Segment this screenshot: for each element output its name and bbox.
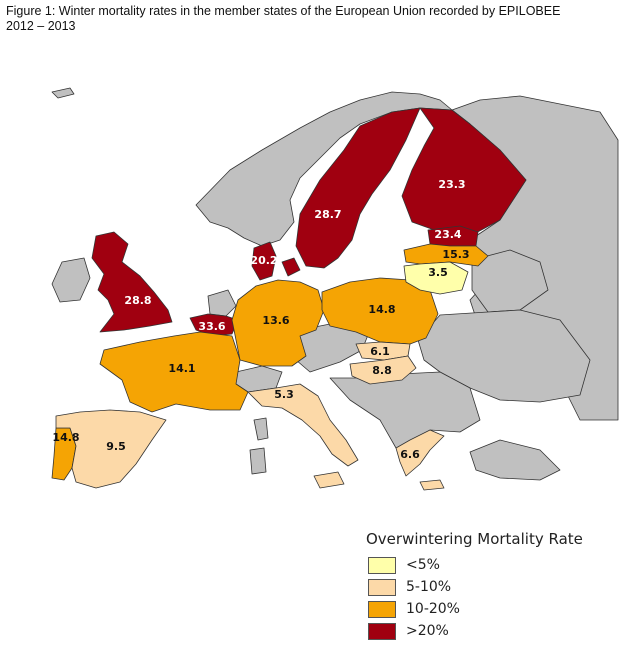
iceland-region [51, 87, 75, 99]
figure-caption: Figure 1: Winter mortality rates in the … [6, 4, 616, 34]
turkey-region [469, 439, 561, 481]
label-france: 14.1 [168, 362, 195, 375]
legend-label-gt20: >20% [406, 623, 449, 639]
label-belgium: 33.6 [198, 320, 225, 333]
legend-swatch-gt20 [368, 622, 396, 640]
legend-item-gt20: >20% [368, 620, 606, 642]
country-latvia [403, 243, 489, 267]
country-greece [395, 429, 445, 491]
legend-item-10-20: 10-20% [368, 598, 606, 620]
label-uk: 28.8 [124, 294, 151, 307]
legend-label-10-20: 10-20% [406, 601, 460, 617]
legend-swatch-lt5 [368, 556, 396, 574]
map-legend: Overwintering Mortality Rate <5% 5-10% 1… [366, 530, 606, 642]
label-slovakia: 6.1 [370, 345, 390, 358]
label-sweden: 28.7 [314, 208, 341, 221]
country-france [99, 331, 249, 413]
label-spain: 9.5 [106, 440, 126, 453]
label-italy: 5.3 [274, 388, 294, 401]
belarus-region [471, 249, 549, 313]
corsica-sardinia-region [249, 417, 269, 475]
label-portugal: 14.8 [52, 431, 79, 444]
country-uk [91, 231, 173, 333]
label-estonia: 23.4 [434, 228, 461, 241]
legend-item-lt5: <5% [368, 554, 606, 576]
caption-line-1: Figure 1: Winter mortality rates in the … [6, 4, 561, 18]
netherlands-region [207, 289, 237, 317]
label-hungary: 8.8 [372, 364, 392, 377]
country-spain [55, 409, 167, 489]
label-greece: 6.6 [400, 448, 420, 461]
label-finland: 23.3 [438, 178, 465, 191]
label-poland: 14.8 [368, 303, 395, 316]
balkans-region [329, 371, 481, 451]
country-germany [231, 279, 325, 367]
legend-title: Overwintering Mortality Rate [366, 530, 583, 548]
country-hungary [349, 355, 417, 385]
norway-region [195, 91, 453, 247]
country-poland [321, 277, 439, 345]
country-denmark [251, 241, 301, 281]
legend-label-5-10: 5-10% [406, 579, 452, 595]
country-italy [247, 383, 359, 489]
label-denmark: 20.2 [250, 254, 277, 267]
label-lithuania: 3.5 [428, 266, 448, 279]
label-latvia: 15.3 [442, 248, 469, 261]
country-sweden [295, 107, 421, 269]
country-lithuania [403, 261, 469, 295]
legend-item-5-10: 5-10% [368, 576, 606, 598]
legend-label-lt5: <5% [406, 557, 440, 573]
ireland-region [51, 257, 91, 303]
legend-swatch-5-10 [368, 578, 396, 596]
label-germany: 13.6 [262, 314, 289, 327]
legend-swatch-10-20 [368, 600, 396, 618]
caption-line-2: 2012 – 2013 [6, 19, 76, 33]
